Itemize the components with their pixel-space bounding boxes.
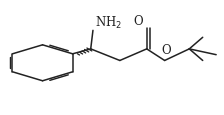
Text: NH$_2$: NH$_2$ (95, 14, 122, 30)
Text: O: O (161, 43, 170, 56)
Text: O: O (134, 15, 143, 28)
